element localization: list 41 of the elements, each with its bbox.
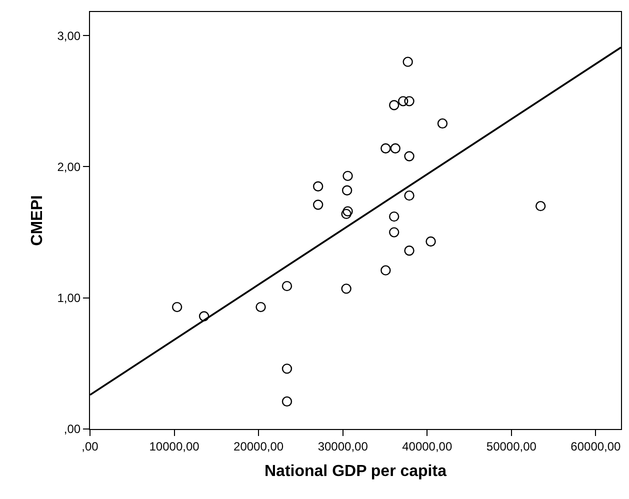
x-axis-title: National GDP per capita xyxy=(264,463,447,480)
point xyxy=(404,190,414,201)
point xyxy=(312,200,324,210)
y-axis-title: CMEPI xyxy=(29,195,46,246)
point xyxy=(390,143,400,154)
point xyxy=(398,96,408,106)
y-tick-label: ,00 xyxy=(64,422,81,436)
point xyxy=(437,118,448,129)
x-tick-label: 60000,00 xyxy=(570,439,622,454)
point xyxy=(426,236,436,247)
point xyxy=(256,302,266,312)
point xyxy=(342,170,353,182)
y-tick-label: 2,00 xyxy=(57,160,81,174)
point xyxy=(535,200,546,212)
y-tick-label: 3,00 xyxy=(57,28,81,43)
x-tick-label: 20000,00 xyxy=(234,439,284,454)
point xyxy=(342,185,352,196)
x-tick-label: 40000,00 xyxy=(402,439,452,454)
y-tick-label: 1,00 xyxy=(57,291,81,306)
point xyxy=(282,396,292,407)
point xyxy=(380,265,391,276)
point xyxy=(282,364,292,374)
point xyxy=(389,100,400,110)
point xyxy=(404,151,414,162)
point xyxy=(172,302,182,312)
point xyxy=(341,208,352,220)
point xyxy=(198,311,210,322)
point xyxy=(312,181,324,192)
point xyxy=(389,227,400,238)
x-tick-label: 50000,00 xyxy=(486,439,537,454)
point xyxy=(404,246,414,256)
x-tick-label: ,00 xyxy=(82,439,99,454)
x-tick-label: 30000,00 xyxy=(318,439,368,454)
point xyxy=(380,143,391,154)
point xyxy=(342,206,353,216)
point xyxy=(404,96,414,106)
point xyxy=(402,56,413,67)
x-tick-label: 10000,00 xyxy=(149,439,200,454)
point xyxy=(389,211,400,222)
point xyxy=(282,280,292,292)
point xyxy=(341,284,352,294)
